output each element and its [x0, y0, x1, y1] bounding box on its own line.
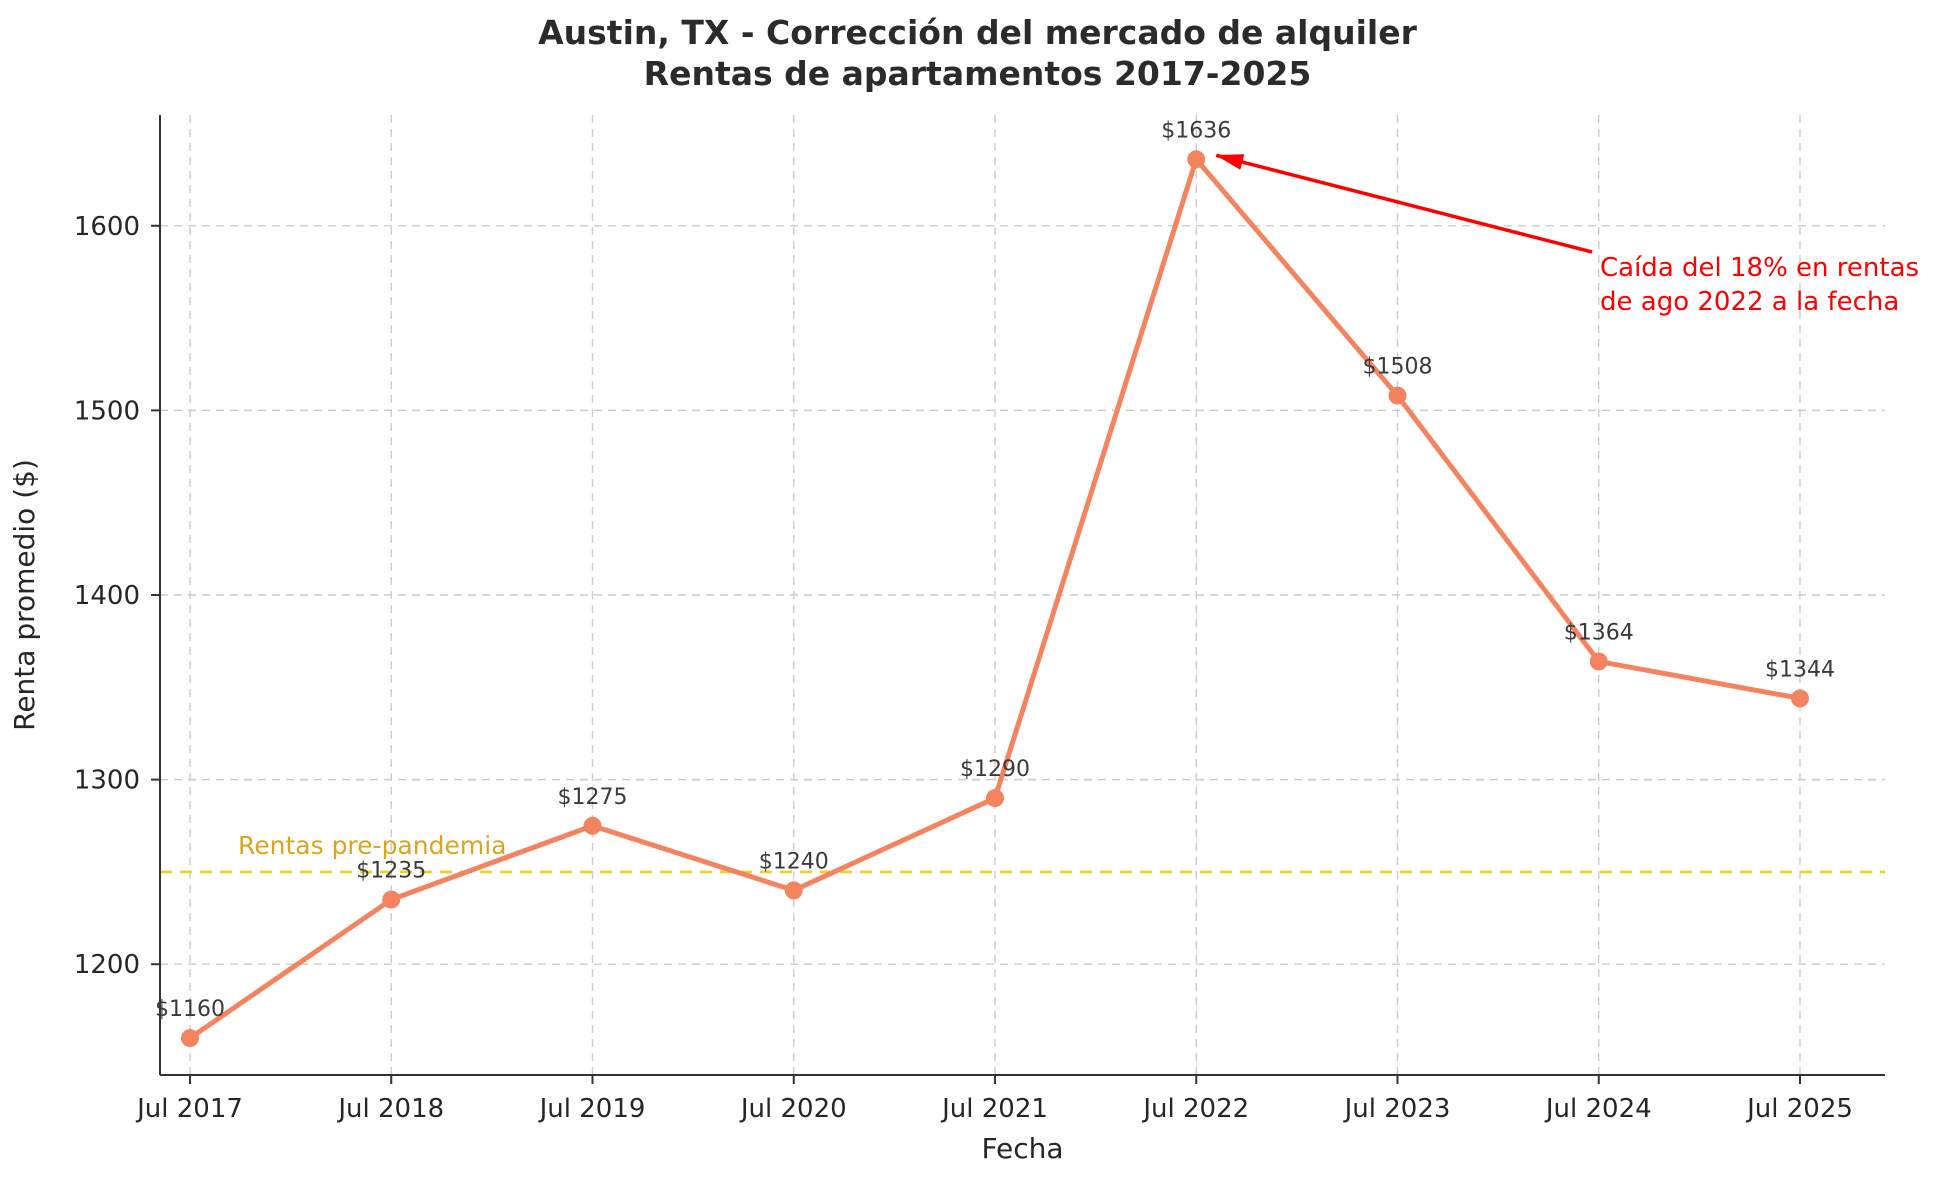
x-tick-label: Jul 2024: [1544, 1094, 1652, 1124]
point-label: $1290: [960, 757, 1030, 782]
data-point: [784, 881, 803, 900]
chart-title-line2: Rentas de apartamentos 2017-2025: [643, 54, 1312, 93]
y-tick-label: 1200: [74, 950, 140, 980]
reference-line-label: Rentas pre-pandemia: [238, 831, 506, 860]
annotation: Caída del 18% en rentas de ago 2022 a la …: [1215, 153, 1919, 317]
point-label: $1160: [155, 997, 225, 1022]
point-label: $1508: [1363, 355, 1433, 380]
x-tick-label: Jul 2022: [1141, 1094, 1249, 1124]
data-point: [1791, 689, 1809, 708]
data-point: [986, 789, 1004, 808]
x-tick-label: Jul 2025: [1745, 1094, 1853, 1124]
point-label: $1636: [1161, 118, 1231, 143]
point-label: $1240: [759, 849, 829, 874]
data-point: [1589, 652, 1608, 671]
x-tick-label: Jul 2021: [940, 1094, 1048, 1124]
axes: 1200 1300 1400 1500 1600 Jul 2017 Jul 2018 Jul …: [8, 115, 1885, 1165]
chart-title: Austin, TX - Corrección del mercado de a…: [0, 12, 1955, 94]
data-point: [1388, 386, 1407, 405]
point-label: $1275: [558, 785, 628, 810]
y-tick-label: 1400: [74, 581, 140, 611]
data-point: [181, 1029, 199, 1048]
point-label: $1235: [356, 859, 426, 884]
y-tick-label: 1600: [74, 212, 140, 242]
point-label: $1344: [1765, 657, 1835, 682]
grid: [160, 115, 1885, 1075]
annotation-text-line1: Caída del 18% en rentas: [1600, 253, 1919, 283]
y-tick-label: 1300: [74, 766, 140, 796]
data-point: [382, 890, 401, 909]
x-tick-label: Jul 2017: [135, 1094, 243, 1124]
y-tick-label: 1500: [74, 396, 140, 426]
x-tick-label: Jul 2019: [538, 1094, 646, 1124]
annotation-text-line2: de ago 2022 a la fecha: [1600, 287, 1899, 317]
x-tick-label: Jul 2023: [1343, 1094, 1451, 1124]
rent-series: $1160 $1235 $1275 $1240 $1290 $1636 $1508 $1364…: [155, 118, 1835, 1048]
point-label: $1364: [1564, 620, 1634, 645]
data-point: [1187, 150, 1206, 169]
x-axis-label: Fecha: [981, 1132, 1063, 1165]
reference-line-group: Rentas pre-pandemia: [160, 831, 1885, 874]
y-axis-label: Renta promedio ($): [8, 459, 41, 731]
data-point: [583, 816, 602, 835]
chart-title-line1: Austin, TX - Corrección del mercado de a…: [538, 13, 1417, 52]
x-tick-label: Jul 2018: [336, 1094, 444, 1124]
x-tick-label: Jul 2020: [739, 1094, 847, 1124]
annotation-arrow: [1215, 153, 1593, 254]
